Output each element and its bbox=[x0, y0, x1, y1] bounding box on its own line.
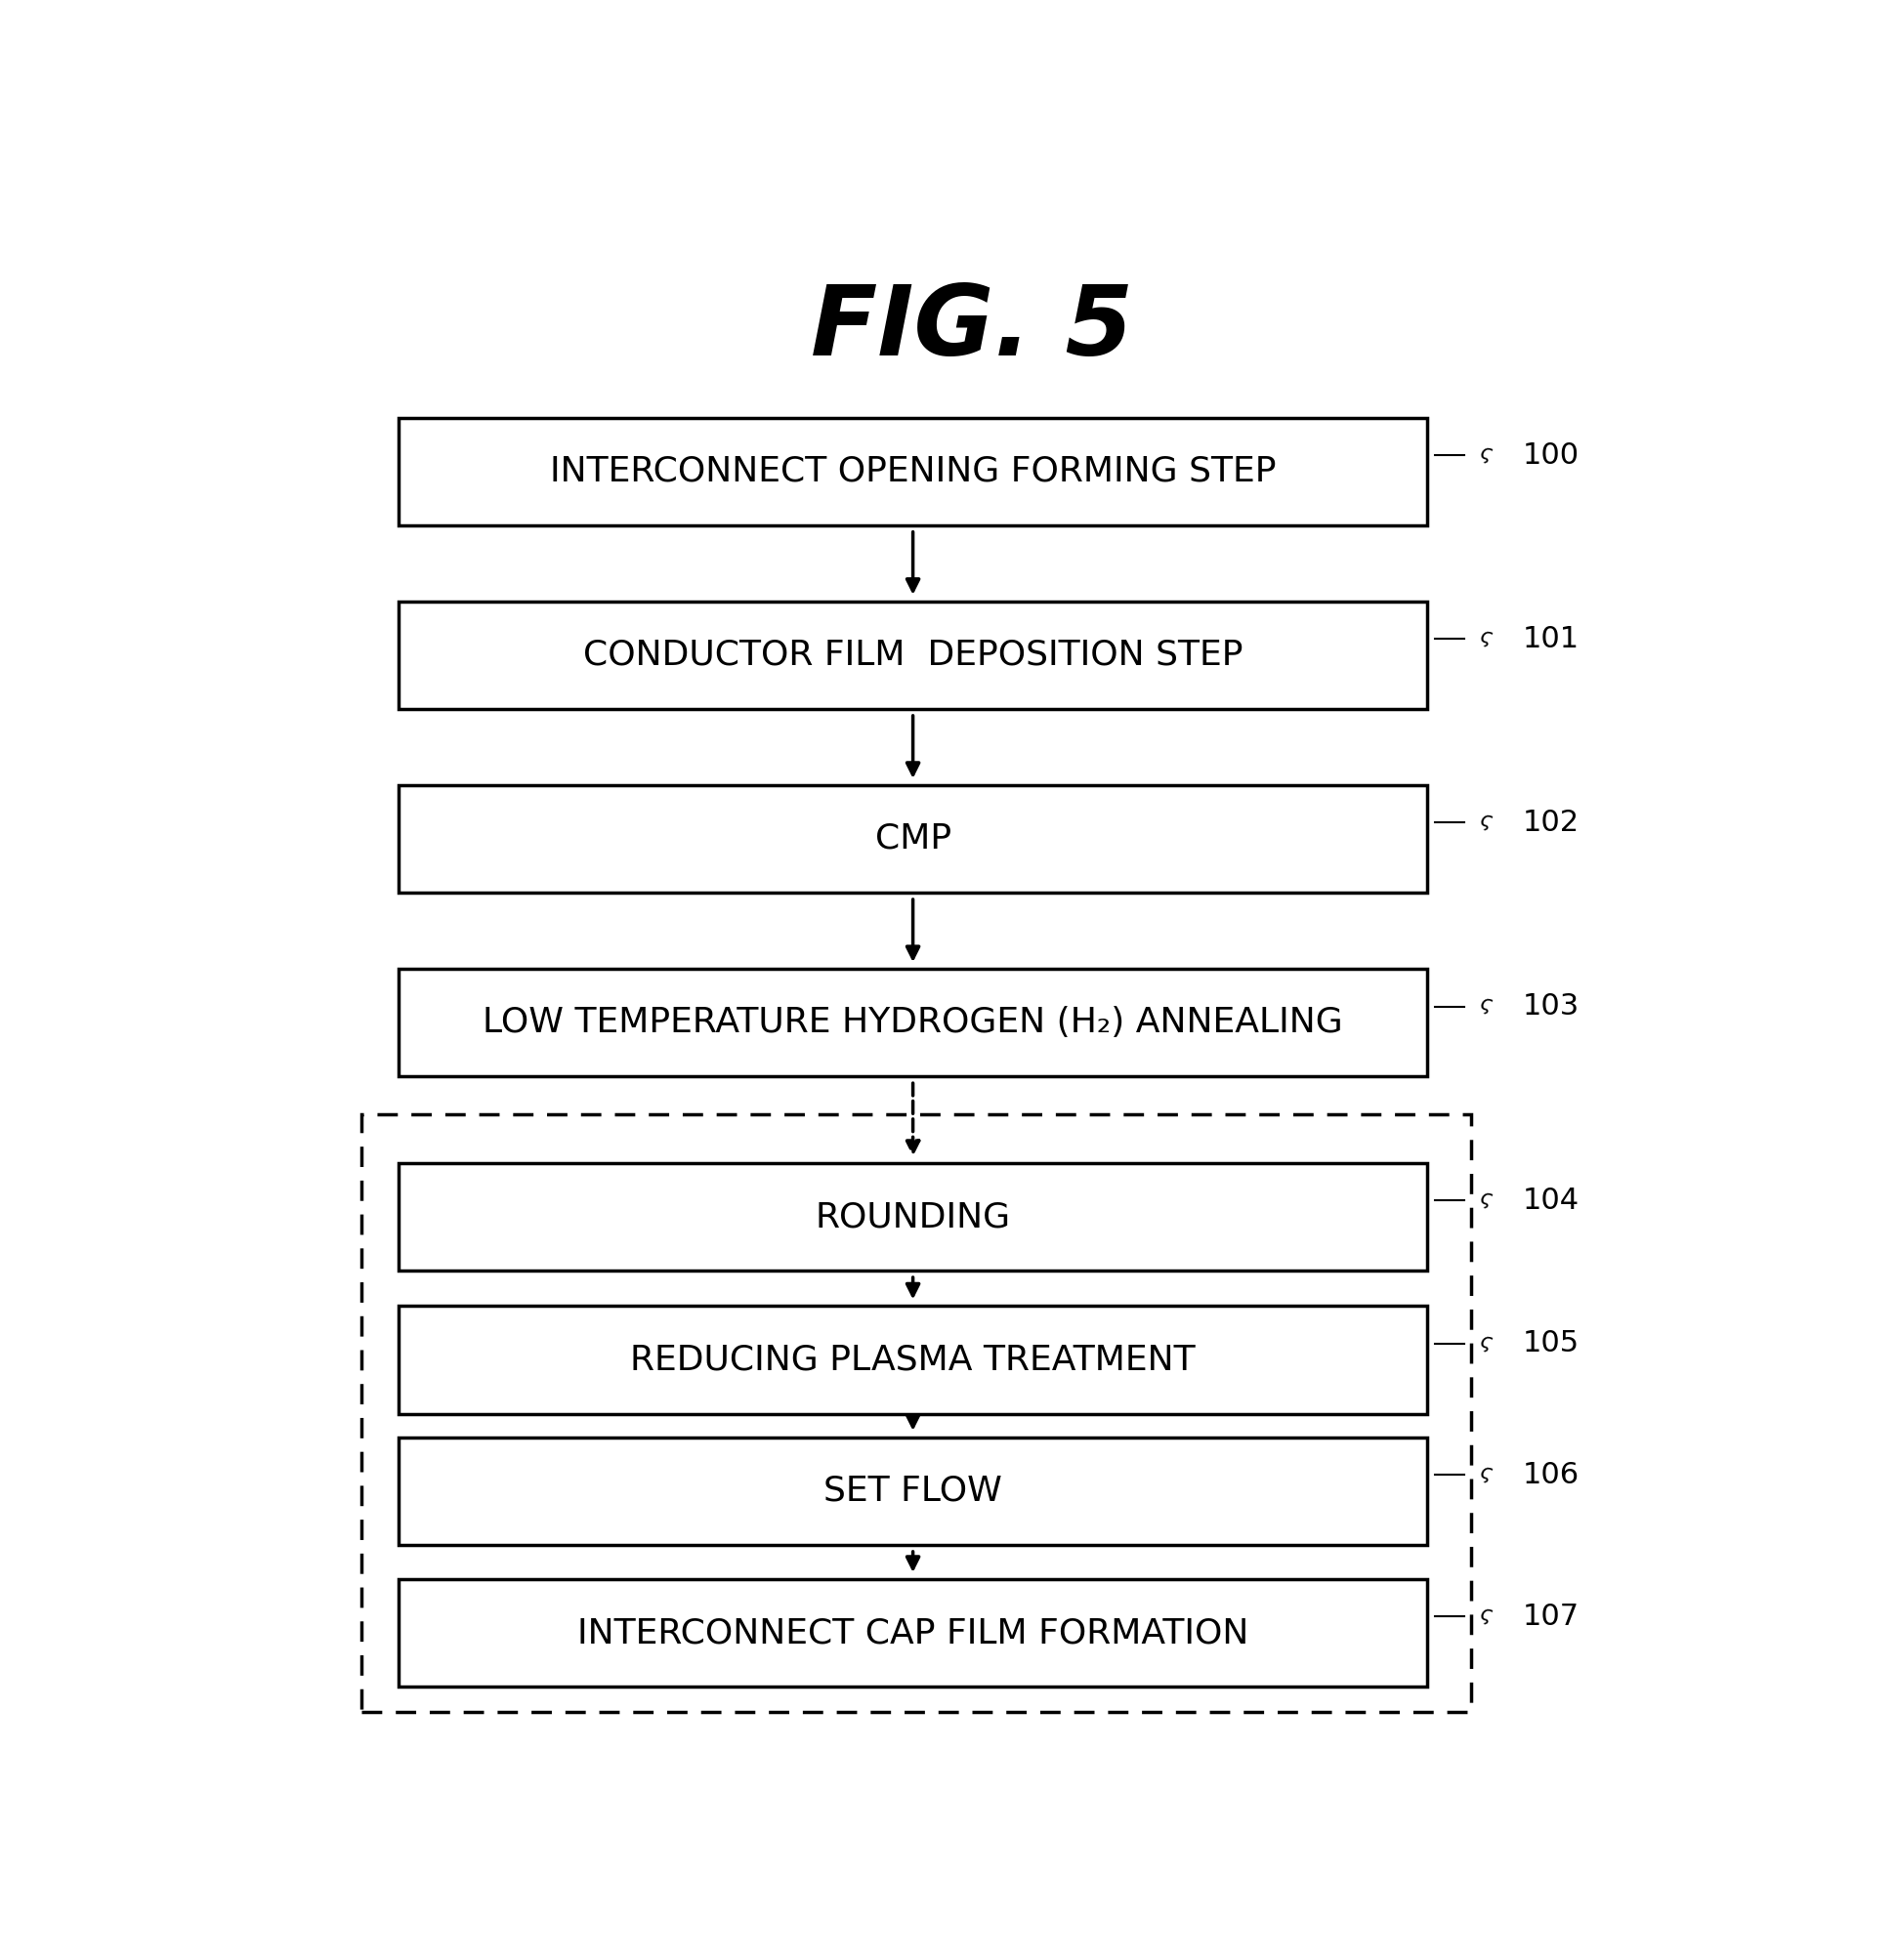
Text: 105: 105 bbox=[1522, 1329, 1579, 1358]
Bar bbox=[398, 1305, 1428, 1413]
Text: $\mathsf{\mathit{\varsigma}}$: $\mathsf{\mathit{\varsigma}}$ bbox=[1477, 996, 1494, 1017]
Text: $\mathsf{\mathit{\varsigma}}$: $\mathsf{\mathit{\varsigma}}$ bbox=[1477, 811, 1494, 833]
Text: CONDUCTOR FILM  DEPOSITION STEP: CONDUCTOR FILM DEPOSITION STEP bbox=[582, 639, 1244, 672]
Text: 103: 103 bbox=[1522, 992, 1579, 1021]
Text: 104: 104 bbox=[1522, 1186, 1579, 1215]
Text: CMP: CMP bbox=[874, 823, 952, 855]
Text: FIG. 5: FIG. 5 bbox=[810, 280, 1134, 376]
Bar bbox=[398, 1580, 1428, 1688]
Text: REDUCING PLASMA TREATMENT: REDUCING PLASMA TREATMENT bbox=[629, 1343, 1196, 1376]
Text: $\mathsf{\mathit{\varsigma}}$: $\mathsf{\mathit{\varsigma}}$ bbox=[1477, 1333, 1494, 1354]
Text: 102: 102 bbox=[1522, 809, 1579, 837]
Text: $\mathsf{\mathit{\varsigma}}$: $\mathsf{\mathit{\varsigma}}$ bbox=[1477, 1190, 1494, 1211]
Text: 106: 106 bbox=[1522, 1460, 1579, 1490]
Bar bbox=[398, 786, 1428, 892]
Text: INTERCONNECT OPENING FORMING STEP: INTERCONNECT OPENING FORMING STEP bbox=[550, 455, 1276, 488]
Text: 101: 101 bbox=[1522, 625, 1579, 653]
Bar bbox=[398, 602, 1428, 710]
Bar bbox=[362, 1115, 1471, 1711]
Text: $\mathsf{\mathit{\varsigma}}$: $\mathsf{\mathit{\varsigma}}$ bbox=[1477, 627, 1494, 651]
Bar bbox=[398, 417, 1428, 525]
Text: $\mathsf{\mathit{\varsigma}}$: $\mathsf{\mathit{\varsigma}}$ bbox=[1477, 445, 1494, 466]
Text: $\mathsf{\mathit{\varsigma}}$: $\mathsf{\mathit{\varsigma}}$ bbox=[1477, 1605, 1494, 1627]
Text: SET FLOW: SET FLOW bbox=[823, 1474, 1003, 1507]
Text: 100: 100 bbox=[1522, 441, 1579, 470]
Bar bbox=[398, 1437, 1428, 1544]
Text: $\mathsf{\mathit{\varsigma}}$: $\mathsf{\mathit{\varsigma}}$ bbox=[1477, 1464, 1494, 1486]
Bar bbox=[398, 968, 1428, 1076]
Text: LOW TEMPERATURE HYDROGEN (H₂) ANNEALING: LOW TEMPERATURE HYDROGEN (H₂) ANNEALING bbox=[483, 1005, 1342, 1039]
Text: INTERCONNECT CAP FILM FORMATION: INTERCONNECT CAP FILM FORMATION bbox=[576, 1617, 1249, 1650]
Text: ROUNDING: ROUNDING bbox=[815, 1200, 1011, 1233]
Text: 107: 107 bbox=[1522, 1603, 1579, 1631]
Bar bbox=[398, 1162, 1428, 1270]
